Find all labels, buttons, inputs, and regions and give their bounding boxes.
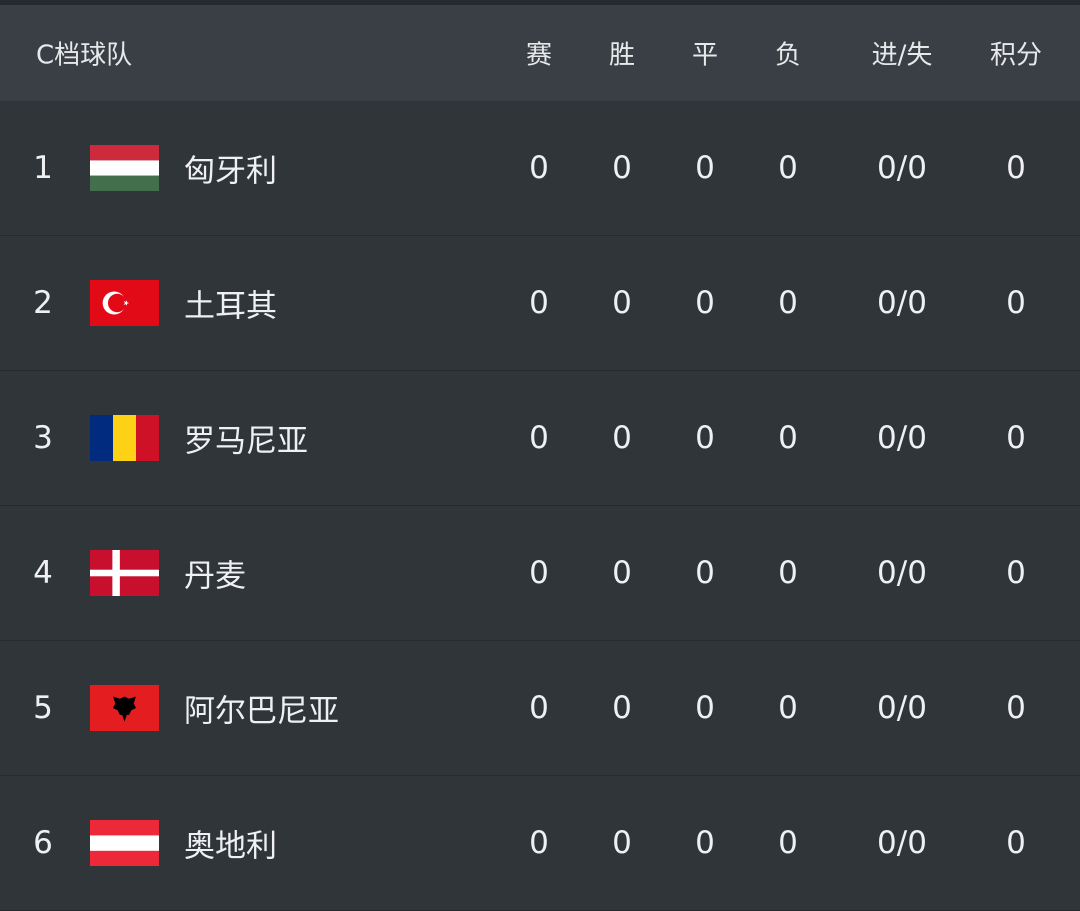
hungary-flag-icon (90, 145, 159, 191)
lost-value: 0 (778, 825, 798, 861)
table-row[interactable]: 1 匈牙利 0 0 0 0 0/0 0 (0, 101, 1080, 236)
played-value: 0 (529, 420, 549, 456)
rank: 5 (33, 690, 53, 726)
denmark-flag-icon (90, 550, 159, 596)
points-value: 0 (1006, 285, 1026, 321)
played-value: 0 (529, 825, 549, 861)
team-name[interactable]: 丹麦 (184, 558, 246, 595)
lost-column-header: 负 (774, 40, 802, 71)
table-row[interactable]: 6 奥地利 0 0 0 0 0/0 0 (0, 776, 1080, 911)
team-column-header: C档球队 (36, 40, 133, 71)
drawn-column-header: 平 (691, 40, 719, 71)
lost-value: 0 (778, 420, 798, 456)
table-row[interactable]: 4 丹麦 0 0 0 0 0/0 0 (0, 506, 1080, 641)
drawn-value: 0 (695, 825, 715, 861)
points-value: 0 (1006, 555, 1026, 591)
goals-value: 0/0 (877, 420, 927, 456)
lost-value: 0 (778, 690, 798, 726)
goals-value: 0/0 (877, 150, 927, 186)
table-row[interactable]: 5 阿尔巴尼亚 0 0 0 0 0/0 0 (0, 641, 1080, 776)
table-header: C档球队 赛 胜 平 负 进/失 积分 (0, 5, 1080, 101)
team-name[interactable]: 阿尔巴尼亚 (184, 693, 339, 730)
team-name[interactable]: 罗马尼亚 (184, 423, 308, 460)
rank: 1 (33, 150, 53, 186)
drawn-value: 0 (695, 285, 715, 321)
points-value: 0 (1006, 420, 1026, 456)
lost-value: 0 (778, 285, 798, 321)
points-value: 0 (1006, 690, 1026, 726)
rank: 3 (33, 420, 53, 456)
goals-value: 0/0 (877, 690, 927, 726)
played-value: 0 (529, 150, 549, 186)
rank: 2 (33, 285, 53, 321)
romania-flag-icon (90, 415, 159, 461)
turkey-flag-icon (90, 280, 159, 326)
lost-value: 0 (778, 555, 798, 591)
points-value: 0 (1006, 150, 1026, 186)
rank: 6 (33, 825, 53, 861)
drawn-value: 0 (695, 555, 715, 591)
played-value: 0 (529, 555, 549, 591)
drawn-value: 0 (695, 150, 715, 186)
played-column-header: 赛 (525, 40, 553, 71)
played-value: 0 (529, 285, 549, 321)
table-row[interactable]: 2 土耳其 0 0 0 0 0/0 0 (0, 236, 1080, 371)
won-value: 0 (612, 420, 632, 456)
won-column-header: 胜 (608, 40, 636, 71)
won-value: 0 (612, 690, 632, 726)
albania-flag-icon (90, 685, 159, 731)
rank: 4 (33, 555, 53, 591)
points-column-header: 积分 (989, 40, 1043, 71)
table-row[interactable]: 3 罗马尼亚 0 0 0 0 0/0 0 (0, 371, 1080, 506)
team-name[interactable]: 匈牙利 (184, 153, 277, 190)
won-value: 0 (612, 150, 632, 186)
drawn-value: 0 (695, 690, 715, 726)
top-bar (0, 0, 1080, 5)
won-value: 0 (612, 285, 632, 321)
austria-flag-icon (90, 820, 159, 866)
played-value: 0 (529, 690, 549, 726)
team-name[interactable]: 土耳其 (184, 288, 277, 325)
goals-column-header: 进/失 (871, 40, 933, 71)
won-value: 0 (612, 555, 632, 591)
team-name[interactable]: 奥地利 (184, 828, 277, 865)
goals-value: 0/0 (877, 825, 927, 861)
points-value: 0 (1006, 825, 1026, 861)
won-value: 0 (612, 825, 632, 861)
lost-value: 0 (778, 150, 798, 186)
drawn-value: 0 (695, 420, 715, 456)
goals-value: 0/0 (877, 555, 927, 591)
goals-value: 0/0 (877, 285, 927, 321)
